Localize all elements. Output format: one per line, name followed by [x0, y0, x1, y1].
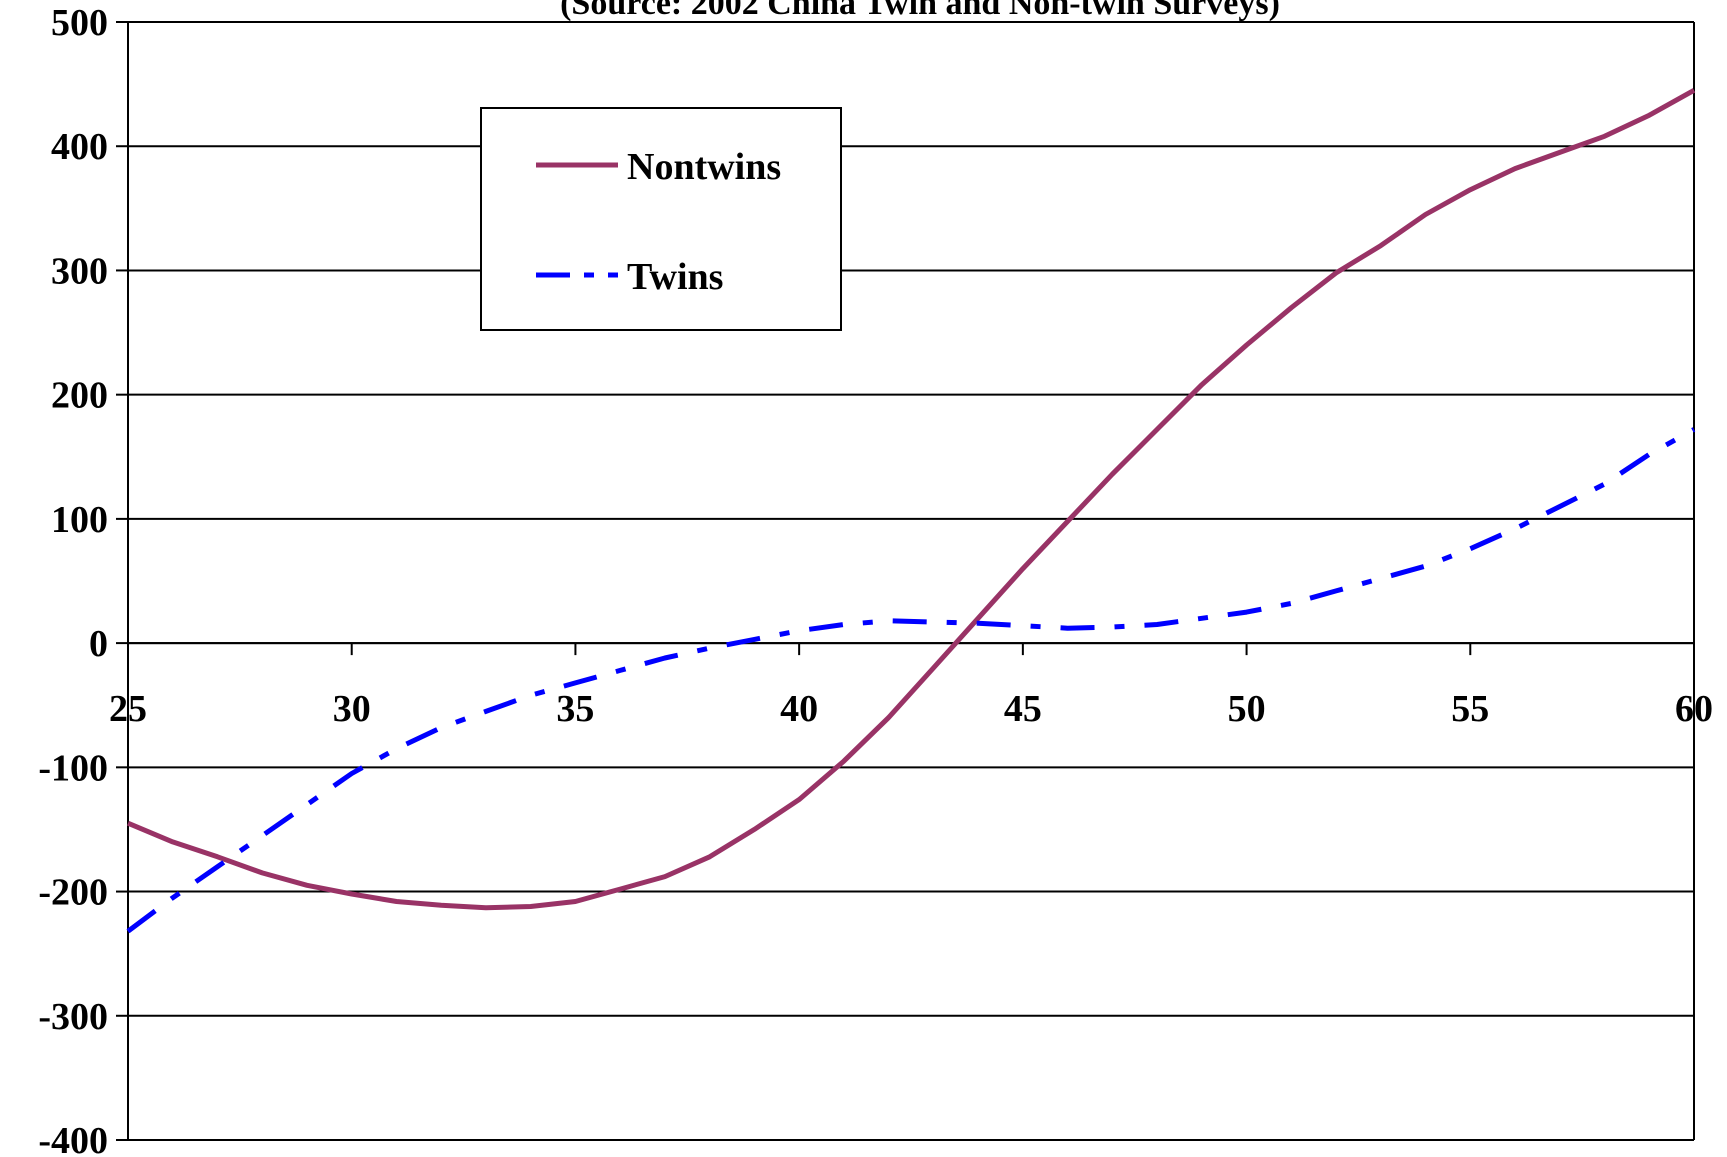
legend: Nontwins Twins: [480, 107, 842, 331]
x-tick-label-2: 35: [556, 688, 594, 730]
y-tick-label-7: -200: [38, 872, 108, 914]
x-tick-label-7: 60: [1675, 688, 1713, 730]
y-tick-label-0: 500: [51, 2, 108, 44]
axis-layer: [116, 21, 1695, 1141]
x-tick-label-3: 40: [780, 688, 818, 730]
legend-label-nontwins: Nontwins: [627, 146, 781, 188]
y-tick-label-8: -300: [38, 996, 108, 1038]
y-tick-label-3: 200: [51, 375, 108, 417]
y-tick-label-6: -100: [38, 747, 108, 789]
legend-box: [480, 107, 842, 331]
y-tick-label-2: 300: [51, 250, 108, 292]
y-tick-label-1: 400: [51, 126, 108, 168]
grid-layer: [128, 21, 1694, 1017]
series-line-nontwins: [127, 88, 1696, 911]
series-line-twins: [126, 427, 1696, 934]
x-tick-label-5: 50: [1228, 688, 1266, 730]
x-tick-label-4: 45: [1004, 688, 1042, 730]
x-tick-label-1: 30: [333, 688, 371, 730]
x-tick-labels: 25 30 35 40 45 50 55 60: [109, 688, 1713, 730]
series-layer: [126, 88, 1696, 934]
y-tick-labels: 500 400 300 200 100 0 -100 -200 -300 -400: [38, 2, 108, 1157]
legend-label-twins: Twins: [627, 256, 723, 298]
chart-subtitle: (Source: 2002 China Twin and Non-twin Su…: [560, 0, 1280, 22]
y-tick-label-4: 100: [51, 499, 108, 541]
y-tick-label-9: -400: [38, 1120, 108, 1157]
y-tick-label-5: 0: [89, 623, 108, 665]
x-tick-label-0: 25: [109, 688, 147, 730]
x-tick-label-6: 55: [1451, 688, 1489, 730]
